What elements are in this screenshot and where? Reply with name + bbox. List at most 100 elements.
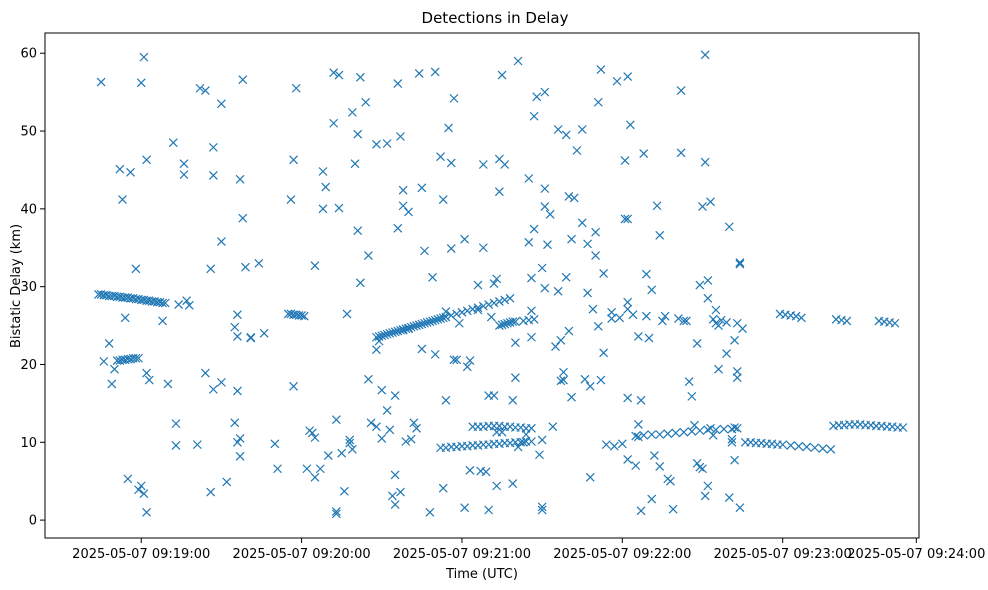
data-point-x-marker [561,130,571,140]
data-point-x-marker [374,336,384,346]
data-point-x-marker [377,433,387,443]
data-point-x-marker [537,505,547,515]
data-point-x-marker [291,83,301,93]
data-point-x-marker [580,374,590,384]
data-point-x-marker [241,262,250,272]
data-point-x-marker [347,107,357,117]
data-point-x-marker [118,195,127,204]
data-point-x-marker [898,423,908,432]
data-point-x-marker [478,160,488,169]
data-point-x-marker [540,184,550,194]
data-point-x-marker [465,356,475,366]
data-point-x-marker [110,364,119,374]
data-point-x-marker [540,283,550,293]
data-point-x-marker [270,439,280,449]
y-tick-label: 30 [20,280,37,295]
data-point-x-marker [791,311,801,321]
data-point-x-marker [687,391,697,401]
data-point-x-marker [136,481,146,491]
data-point-x-marker [406,322,416,332]
data-point-x-marker [591,227,601,237]
data-point-x-marker [404,207,413,217]
data-point-x-marker [489,391,499,401]
data-point-x-marker [107,379,117,389]
data-point-x-marker [796,313,806,323]
data-point-x-marker [390,391,400,401]
data-point-x-marker [307,428,317,438]
data-point-x-marker [473,303,483,313]
data-point-x-marker [446,158,456,168]
data-point-x-marker [401,437,411,446]
data-point-x-marker [583,239,592,249]
data-point-x-marker [438,195,448,204]
data-point-x-marker [695,462,705,472]
data-point-x-marker [548,422,558,432]
data-point-x-marker [481,467,491,477]
data-point-x-marker [527,423,536,433]
data-point-x-marker [623,72,633,81]
data-point-x-marker [449,355,459,365]
data-point-x-marker [104,339,114,348]
data-point-x-marker [385,328,395,338]
data-point-x-marker [596,65,606,74]
data-point-x-marker [588,304,598,314]
data-point-x-marker [722,349,731,359]
data-point-x-marker [633,419,643,429]
data-point-x-marker [510,317,520,327]
data-point-x-marker [735,258,745,267]
data-point-x-marker [230,322,240,332]
data-point-x-marker [529,224,539,234]
data-point-x-marker [361,97,371,107]
data-point-x-marker [310,472,320,482]
data-point-x-marker [372,345,381,355]
x-tick-label: 2025-05-07 09:19:00 [72,547,210,562]
data-point-x-marker [655,461,665,471]
data-point-x-marker [593,321,603,331]
data-point-x-marker [377,331,387,341]
data-point-x-marker [233,332,242,341]
data-point-x-marker [420,318,429,328]
data-point-x-marker [615,313,625,323]
data-point-x-marker [310,261,320,271]
data-point-x-marker [625,120,635,130]
data-point-x-marker [366,418,376,428]
data-point-x-marker [331,509,341,519]
data-point-x-marker [636,395,646,405]
data-point-x-marker [216,237,226,246]
data-point-x-marker [567,234,576,244]
data-point-x-marker [372,422,381,432]
data-point-x-marker [540,202,550,211]
x-tick-label: 2025-05-07 09:23:00 [714,547,852,562]
x-tick-label: 2025-05-07 09:22:00 [553,547,691,562]
data-point-x-marker [778,440,788,450]
data-point-x-marker [329,118,339,128]
data-point-x-marker [355,72,365,82]
data-point-x-marker [131,264,141,274]
data-point-x-marker [160,298,170,308]
data-point-x-marker [462,362,472,372]
data-point-x-marker [184,300,194,310]
data-point-x-marker [620,156,630,166]
data-point-x-marker [641,269,651,279]
data-point-x-marker [724,222,734,232]
data-point-x-marker [363,374,373,384]
data-point-x-marker [142,155,151,165]
data-point-x-marker [329,68,339,78]
y-tick-label: 10 [20,436,37,451]
data-point-x-marker [649,451,659,460]
data-point-x-marker [556,335,566,345]
data-point-x-marker [396,132,405,141]
data-point-x-marker [644,333,654,343]
data-point-x-marker [200,368,210,378]
data-point-x-marker [315,464,325,474]
data-point-x-marker [238,75,248,85]
data-point-x-marker [396,487,405,497]
data-point-x-marker [727,437,737,447]
data-point-x-marker [639,430,649,440]
data-point-x-marker [417,183,427,193]
data-point-x-marker [192,440,202,450]
data-point-x-marker [510,373,520,383]
data-point-x-marker [532,92,542,102]
data-point-x-marker [438,483,448,493]
data-point-x-marker [508,395,518,405]
